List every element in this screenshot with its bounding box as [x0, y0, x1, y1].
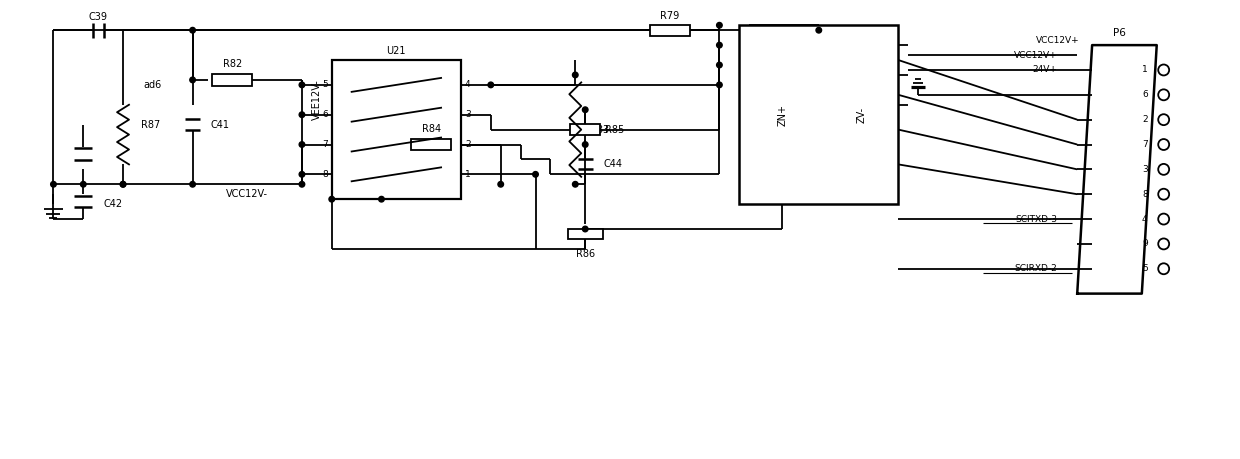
- Bar: [412, 139, 451, 150]
- Text: R84: R84: [422, 123, 440, 134]
- Circle shape: [573, 181, 578, 187]
- Circle shape: [190, 181, 196, 187]
- Circle shape: [120, 181, 125, 187]
- Text: R81: R81: [837, 70, 856, 80]
- Circle shape: [299, 181, 305, 187]
- Text: 5: 5: [322, 80, 327, 90]
- Circle shape: [299, 112, 305, 118]
- Circle shape: [717, 42, 722, 48]
- Text: VCC12V+: VCC12V+: [1035, 36, 1079, 45]
- Text: 3: 3: [465, 110, 471, 119]
- Bar: [812, 55, 826, 95]
- Circle shape: [498, 181, 503, 187]
- Circle shape: [583, 142, 588, 147]
- Text: U21: U21: [387, 46, 407, 56]
- Circle shape: [120, 181, 125, 187]
- Text: 2: 2: [1142, 115, 1147, 124]
- Text: R86: R86: [575, 249, 595, 259]
- Bar: [332, 60, 461, 199]
- Circle shape: [378, 196, 384, 202]
- Text: R85: R85: [605, 124, 625, 134]
- Circle shape: [533, 172, 538, 177]
- Text: P6: P6: [1114, 28, 1126, 38]
- Text: 1: 1: [465, 170, 471, 179]
- Text: ZV-: ZV-: [857, 106, 867, 123]
- Bar: [568, 229, 603, 240]
- Text: SCITXD-3: SCITXD-3: [1016, 214, 1058, 224]
- Text: VCC12V+: VCC12V+: [1014, 50, 1058, 60]
- Text: i i: i i: [831, 122, 837, 131]
- Circle shape: [816, 28, 822, 33]
- Circle shape: [299, 82, 305, 88]
- Circle shape: [299, 172, 305, 177]
- Text: C39: C39: [89, 12, 108, 22]
- Text: R83: R83: [590, 124, 609, 134]
- Text: 3: 3: [1142, 165, 1148, 174]
- Text: VCC12V-: VCC12V-: [226, 189, 268, 199]
- Text: VEE12V-: VEE12V-: [311, 79, 322, 120]
- Text: SCIRXD-2: SCIRXD-2: [1014, 264, 1058, 273]
- Text: 2: 2: [465, 140, 470, 149]
- Circle shape: [190, 77, 196, 83]
- Text: 6: 6: [322, 110, 327, 119]
- Text: R79: R79: [660, 11, 680, 21]
- Text: C41: C41: [211, 120, 229, 129]
- Circle shape: [717, 82, 722, 88]
- Circle shape: [717, 22, 722, 28]
- Text: 24V+: 24V+: [1033, 66, 1058, 74]
- Circle shape: [299, 142, 305, 147]
- Text: 5: 5: [1142, 264, 1148, 273]
- Bar: [739, 25, 898, 204]
- Text: 8: 8: [1142, 190, 1148, 199]
- Text: 6: 6: [1142, 90, 1148, 99]
- Circle shape: [583, 107, 588, 112]
- Text: C44: C44: [603, 159, 622, 169]
- Text: 7: 7: [322, 140, 327, 149]
- Text: C42: C42: [103, 199, 123, 209]
- Text: 8: 8: [322, 170, 327, 179]
- Text: 4: 4: [465, 80, 470, 90]
- Text: 4: 4: [1142, 214, 1147, 224]
- Bar: [212, 74, 252, 86]
- Bar: [570, 124, 600, 135]
- Circle shape: [573, 72, 578, 78]
- Circle shape: [329, 196, 335, 202]
- Circle shape: [583, 226, 588, 232]
- Circle shape: [489, 82, 494, 88]
- Text: ZN+: ZN+: [777, 104, 787, 126]
- Circle shape: [717, 62, 722, 68]
- Bar: [650, 25, 689, 36]
- Text: ad6: ad6: [144, 80, 162, 90]
- Circle shape: [190, 28, 196, 33]
- Circle shape: [81, 181, 86, 187]
- Text: R82: R82: [223, 59, 242, 69]
- Text: 7: 7: [1142, 140, 1148, 149]
- Circle shape: [51, 181, 56, 187]
- Text: R87: R87: [141, 120, 160, 129]
- Text: 1: 1: [1142, 66, 1148, 74]
- Text: 9: 9: [1142, 240, 1148, 248]
